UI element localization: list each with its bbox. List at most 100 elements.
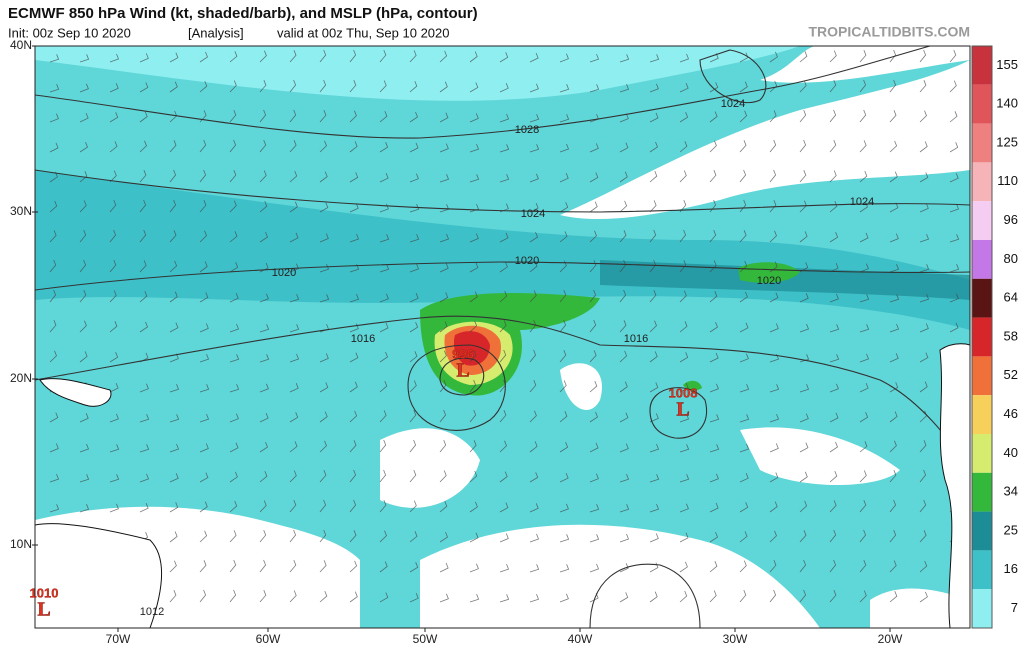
barb	[829, 79, 837, 93]
barb	[739, 169, 747, 183]
barb	[259, 412, 269, 423]
barb	[319, 202, 329, 213]
barb	[49, 142, 59, 153]
barb	[709, 140, 717, 153]
barb	[49, 200, 58, 213]
barb	[889, 440, 897, 453]
isobar-label: 1020	[757, 275, 781, 287]
barb	[529, 261, 538, 273]
barb	[559, 289, 567, 303]
barb	[709, 502, 719, 513]
barb	[769, 169, 777, 183]
barb	[679, 413, 690, 423]
barb	[79, 83, 89, 93]
colorbar-swatch	[972, 317, 992, 357]
barb	[769, 589, 777, 603]
barb	[829, 441, 838, 453]
wind-barbs	[49, 49, 960, 603]
barb	[469, 501, 478, 513]
barb	[319, 233, 329, 243]
barb	[379, 351, 388, 363]
barb	[289, 294, 300, 303]
barb	[619, 381, 628, 393]
barb	[859, 263, 869, 273]
barb	[859, 412, 869, 423]
barb	[499, 113, 510, 123]
barb	[139, 111, 148, 123]
barb	[259, 441, 268, 453]
barb	[259, 109, 267, 123]
barb	[709, 321, 718, 333]
barb	[919, 233, 930, 243]
barb	[529, 114, 540, 123]
barb	[169, 414, 180, 423]
barb	[349, 499, 357, 513]
barb	[919, 352, 929, 363]
barb	[919, 203, 929, 213]
barb	[319, 529, 327, 543]
barb	[649, 54, 660, 63]
barb	[919, 440, 927, 453]
barb	[319, 49, 327, 63]
barb	[829, 293, 839, 303]
barb	[499, 83, 509, 93]
barb	[919, 323, 929, 333]
barb	[529, 83, 539, 93]
barb	[49, 443, 59, 453]
barb	[49, 350, 57, 363]
barb	[379, 561, 388, 573]
barb	[919, 110, 927, 123]
low-symbol: L	[456, 360, 469, 382]
barb	[769, 413, 780, 423]
barb	[619, 171, 628, 183]
barb	[829, 590, 837, 603]
barb	[379, 172, 389, 183]
barb	[259, 590, 267, 603]
barb	[79, 229, 87, 243]
barb	[319, 470, 327, 483]
barb	[859, 499, 867, 513]
barb	[679, 170, 687, 183]
barb	[169, 590, 177, 603]
barb	[409, 111, 418, 123]
barb	[529, 472, 539, 483]
colorbar-swatch	[972, 162, 992, 202]
barb	[619, 230, 627, 243]
barb	[949, 234, 960, 243]
barb	[439, 174, 450, 183]
barb	[589, 473, 599, 483]
barb	[559, 442, 569, 453]
barb	[439, 143, 449, 153]
barb	[589, 84, 600, 93]
barb	[229, 589, 237, 603]
barb	[709, 170, 717, 183]
barb	[589, 319, 597, 333]
barb	[49, 473, 60, 483]
barb	[829, 383, 839, 393]
barb	[439, 409, 447, 423]
barb	[469, 320, 478, 333]
barb	[49, 412, 59, 423]
barb	[319, 79, 327, 93]
calm-area	[740, 427, 900, 485]
barb	[259, 231, 268, 243]
barb	[289, 353, 300, 363]
barb	[649, 503, 660, 513]
barb	[499, 471, 508, 483]
barb	[169, 473, 179, 483]
barb	[289, 170, 298, 183]
isobar-label: 1016	[624, 333, 648, 345]
barb	[589, 201, 598, 213]
barb	[469, 563, 479, 573]
barb	[439, 593, 449, 603]
barb	[109, 112, 119, 123]
barb	[499, 349, 507, 363]
barb	[469, 440, 477, 453]
barb	[559, 143, 570, 153]
barb	[619, 412, 629, 423]
barb	[859, 109, 867, 123]
strong-wind	[738, 262, 800, 283]
barb	[409, 263, 420, 273]
barb	[169, 322, 179, 333]
barb	[229, 109, 237, 123]
